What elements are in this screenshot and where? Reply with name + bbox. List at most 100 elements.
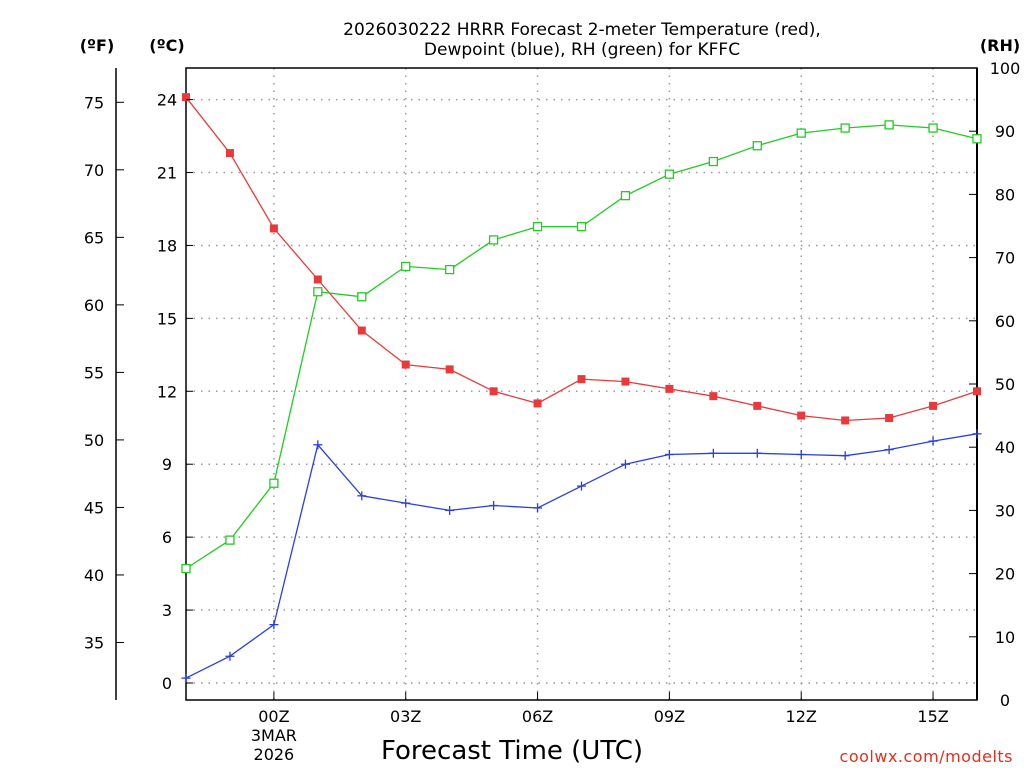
tick-label-rh: 50 [995, 375, 1015, 394]
tick-label-celsius: 12 [157, 382, 177, 401]
tick-label-rh: 70 [995, 249, 1015, 268]
series-line-temperature [185, 96, 978, 422]
tick-label-time: 03Z [390, 707, 421, 726]
data-point-rh [225, 535, 235, 545]
tick-label-fahrenheit: 40 [84, 566, 104, 585]
chart-title-line-1: 2026030222 HRRR Forecast 2-meter Tempera… [343, 20, 821, 40]
data-point-dewpoint [752, 448, 762, 458]
data-point-temperature [973, 387, 981, 396]
data-point-dewpoint [840, 451, 850, 461]
tick-label-time: 06Z [522, 707, 553, 726]
tick-label-celsius: 3 [162, 601, 172, 620]
series-dewpoint [181, 429, 982, 683]
tick-label-fahrenheit: 65 [84, 228, 104, 247]
data-point-temperature [269, 224, 278, 233]
data-point-dewpoint [533, 503, 543, 513]
data-point-rh [401, 261, 411, 272]
data-point-dewpoint [225, 651, 235, 661]
data-point-temperature [709, 392, 718, 401]
tick-label-rh: 30 [995, 501, 1015, 520]
data-point-rh [576, 221, 587, 232]
data-point-temperature [357, 326, 366, 335]
tick-label-fahrenheit: 55 [84, 363, 104, 382]
data-point-dewpoint [313, 440, 323, 450]
data-point-dewpoint [577, 481, 586, 491]
data-point-rh [488, 235, 499, 245]
tick-label-fahrenheit: 45 [84, 498, 104, 517]
data-point-temperature [665, 384, 674, 393]
data-point-rh [620, 191, 631, 201]
data-point-dewpoint [972, 429, 982, 439]
data-point-dewpoint [445, 505, 455, 515]
data-point-temperature [182, 93, 190, 102]
data-point-rh [181, 563, 191, 574]
tick-label-rh: 40 [995, 438, 1015, 457]
fahrenheit-unit-label: (ºF) [80, 36, 115, 55]
data-point-temperature [797, 411, 806, 420]
data-point-dewpoint [181, 673, 191, 683]
data-point-dewpoint [664, 449, 674, 459]
tick-label-rh: 90 [995, 122, 1015, 141]
data-point-dewpoint [928, 436, 938, 446]
data-point-temperature [313, 275, 322, 284]
tick-label-fahrenheit: 70 [84, 161, 104, 180]
tick-label-rh: 10 [995, 628, 1015, 647]
tick-label-celsius: 24 [157, 91, 177, 110]
series-temperature [182, 93, 981, 425]
grid-lines [186, 68, 977, 700]
data-point-dewpoint [489, 501, 499, 511]
data-point-temperature [533, 399, 542, 408]
series-rh [181, 120, 982, 574]
data-point-temperature [445, 365, 454, 374]
data-point-rh [884, 120, 894, 130]
tick-label-celsius: 6 [162, 528, 172, 547]
data-point-rh [532, 221, 543, 232]
data-point-dewpoint [269, 620, 279, 630]
data-series [181, 93, 982, 683]
credit-text: coolwx.com/modelts [840, 747, 1013, 766]
data-point-rh [972, 134, 982, 144]
data-point-temperature [577, 375, 586, 384]
tick-label-time: 15Z [917, 707, 948, 726]
x-axis-label: Forecast Time (UTC) [381, 736, 643, 766]
tick-label-time: 12Z [786, 707, 817, 726]
series-line-dewpoint [185, 433, 978, 679]
data-point-rh [796, 128, 806, 138]
tick-label-celsius: 18 [157, 236, 177, 255]
tick-label-fahrenheit: 35 [84, 633, 104, 652]
tick-label-rh: 20 [995, 565, 1015, 584]
tick-label-time: 2026 [254, 745, 295, 764]
data-point-rh [840, 123, 850, 133]
data-point-temperature [489, 387, 498, 396]
data-point-rh [664, 169, 675, 179]
tick-label-time: 3MAR [251, 726, 297, 745]
data-point-temperature [885, 414, 894, 423]
tick-label-rh: 60 [995, 312, 1015, 331]
data-point-dewpoint [708, 448, 718, 458]
data-point-rh [269, 478, 279, 488]
data-point-dewpoint [357, 491, 367, 501]
tick-label-fahrenheit: 75 [84, 93, 104, 112]
data-point-dewpoint [796, 449, 806, 459]
data-point-temperature [225, 149, 234, 158]
tick-label-fahrenheit: 50 [84, 431, 104, 450]
tick-label-time: 00Z [258, 707, 289, 726]
data-point-rh [752, 141, 762, 151]
plot-frame [185, 67, 978, 701]
tick-label-rh: 80 [995, 185, 1015, 204]
tick-label-celsius: 9 [162, 455, 172, 474]
data-point-temperature [841, 416, 850, 425]
rh-unit-label: (RH) [980, 36, 1020, 55]
data-point-rh [708, 156, 718, 167]
tick-label-celsius: 21 [157, 164, 177, 183]
data-point-temperature [753, 401, 762, 410]
data-point-rh [445, 264, 455, 275]
data-point-temperature [621, 377, 630, 386]
data-point-dewpoint [884, 445, 894, 455]
chart-title-line-2: Dewpoint (blue), RH (green) for KFFC [424, 40, 740, 60]
data-point-dewpoint [401, 498, 411, 508]
tick-label-fahrenheit: 60 [84, 296, 104, 315]
data-point-dewpoint [620, 459, 630, 469]
